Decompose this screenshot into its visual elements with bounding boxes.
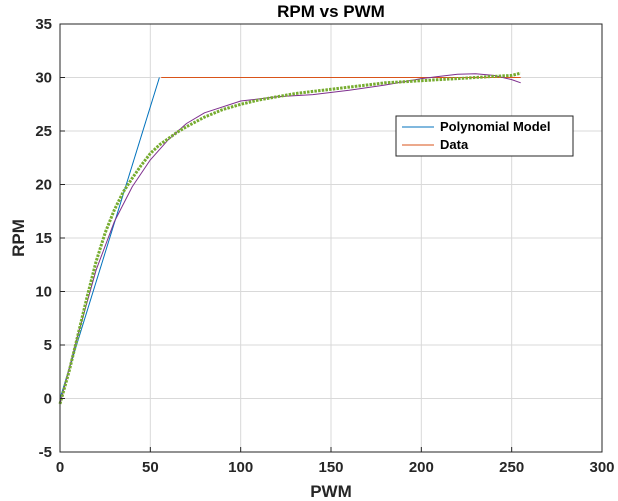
y-tick-label: 20 (35, 177, 52, 194)
y-axis-label: RPM (9, 219, 28, 257)
series-line-3 (58, 71, 522, 405)
x-tick-label: 0 (56, 459, 64, 476)
x-tick-label: 200 (409, 459, 434, 476)
y-tick-label: 35 (35, 16, 52, 33)
legend-box (395, 115, 574, 157)
y-tick-label: 0 (44, 391, 52, 408)
x-tick-label: 100 (228, 459, 253, 476)
y-tick-label: -5 (39, 444, 52, 461)
y-tick-label: 15 (35, 230, 52, 247)
series-layer (58, 71, 522, 405)
x-tick-label: 150 (318, 459, 343, 476)
legend-label-data: Data (440, 137, 469, 152)
chart-title: RPM vs PWM (277, 2, 385, 21)
legend-label-polynomial-model: Polynomial Model (440, 119, 551, 134)
y-tick-label: 30 (35, 70, 52, 87)
series-line-2 (59, 73, 521, 405)
y-tick-label: 25 (35, 123, 52, 140)
legend: Polynomial Model Data (395, 115, 574, 157)
y-tick-label: 5 (44, 337, 52, 354)
x-tick-label: 50 (142, 459, 159, 476)
x-tick-label: 300 (589, 459, 614, 476)
x-axis-label: PWM (310, 482, 352, 501)
y-tick-label: 10 (35, 284, 52, 301)
x-tick-label: 250 (499, 459, 524, 476)
